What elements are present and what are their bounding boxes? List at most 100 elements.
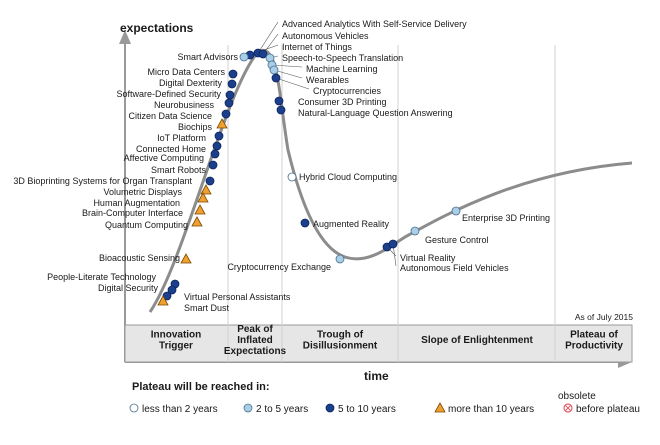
legend-marker-gt10 — [434, 402, 446, 413]
marker-augmented-reality — [300, 218, 310, 228]
label-neurobusiness: Neurobusiness — [154, 100, 215, 110]
label-iot-platform: IoT Platform — [157, 133, 206, 143]
marker-bioacoustic-sensing — [180, 253, 192, 264]
legend-label-2to5: 2 to 5 years — [256, 404, 308, 415]
marker-neurobusiness — [224, 98, 234, 108]
marker-connected-home — [212, 141, 222, 151]
legend-label-obs: obsolete — [558, 391, 596, 402]
label-citizen-data-science: Citizen Data Science — [128, 111, 212, 121]
label-virtual-reality: Virtual Reality — [400, 253, 456, 263]
legend-title: Plateau will be reached in: — [132, 381, 270, 393]
label-people-literate-technology: People-Literate Technology — [47, 272, 156, 282]
label-digital-dexterity: Digital Dexterity — [159, 78, 223, 88]
phase-band — [124, 324, 633, 363]
phase-label: Peak of — [237, 324, 273, 335]
marker-iot-platform — [214, 131, 224, 141]
leader-line-machine-learning — [271, 64, 303, 68]
label-3d-bioprinting-systems-for-organ-transplant: 3D Bioprinting Systems for Organ Transpl… — [13, 176, 192, 186]
label-smart-advisors: Smart Advisors — [177, 52, 238, 62]
marker-autonomous-field-vehicles — [388, 239, 398, 249]
label-consumer-3d-printing: Consumer 3D Printing — [298, 97, 387, 107]
label-virtual-personal-assistants: Virtual Personal Assistants — [184, 292, 291, 302]
y-axis-arrow — [119, 30, 131, 44]
label-human-augmentation: Human Augmentation — [93, 198, 180, 208]
marker-affective-computing — [210, 149, 220, 159]
as-of-date: As of July 2015 — [575, 312, 633, 322]
legend-marker-5to10 — [325, 403, 335, 413]
hype-curve — [148, 48, 633, 313]
label-smart-robots: Smart Robots — [151, 165, 207, 175]
label-bioacoustic-sensing: Bioacoustic Sensing — [99, 253, 180, 263]
x-axis-title: time — [364, 369, 389, 383]
phase-label: Slope of Enlightenment — [421, 335, 533, 346]
label-wearables: Wearables — [306, 75, 349, 85]
label-speech-to-speech-translation: Speech-to-Speech Translation — [282, 53, 403, 63]
phase-label: Expectations — [224, 346, 287, 357]
marker-brain-computer-interface — [194, 204, 206, 215]
marker-consumer-3d-printing — [274, 96, 284, 106]
legend-label-lt2: less than 2 years — [142, 404, 218, 415]
label-micro-data-centers: Micro Data Centers — [147, 67, 225, 77]
y-axis-title: expectations — [120, 21, 194, 35]
legend-marker-2to5 — [243, 403, 253, 413]
label-autonomous-field-vehicles: Autonomous Field Vehicles — [400, 263, 509, 273]
legend-label-obs-line2: before plateau — [576, 404, 640, 415]
leader-line-wearables — [273, 69, 303, 79]
legend-label-5to10: 5 to 10 years — [338, 404, 396, 415]
label-internet-of-things: Internet of Things — [282, 42, 352, 52]
leader-line-cryptocurrencies — [275, 77, 310, 90]
phase-label: Innovation — [151, 330, 202, 341]
label-biochips: Biochips — [178, 122, 213, 132]
phase-label: Inflated — [237, 335, 273, 346]
marker-smart-dust — [157, 295, 169, 306]
label-natural-language-question-answering: Natural-Language Question Answering — [298, 108, 453, 118]
marker-volumetric-displays — [200, 184, 212, 195]
marker-digital-dexterity — [227, 79, 237, 89]
phase-label: Trigger — [159, 341, 193, 352]
marker-citizen-data-science — [221, 109, 231, 119]
label-hybrid-cloud-computing: Hybrid Cloud Computing — [299, 172, 397, 182]
label-advanced-analytics-with-self-service-delivery: Advanced Analytics With Self-Service Del… — [282, 19, 467, 29]
leader-line-advanced-analytics-with-self-service-delivery — [257, 21, 279, 54]
label-cryptocurrencies: Cryptocurrencies — [313, 86, 382, 96]
marker-human-augmentation — [197, 192, 209, 203]
marker-cryptocurrency-exchange — [335, 254, 345, 264]
marker-gesture-control — [410, 226, 420, 236]
phase-label: Disillusionment — [303, 341, 378, 352]
marker-software-defined-security — [225, 90, 235, 100]
label-digital-security: Digital Security — [98, 283, 159, 293]
label-software-defined-security: Software-Defined Security — [116, 89, 221, 99]
label-augmented-reality: Augmented Reality — [313, 219, 390, 229]
phase-label: Trough of — [317, 330, 364, 341]
marker-wearables — [269, 65, 279, 75]
legend-label-gt10: more than 10 years — [448, 404, 534, 415]
marker-smart-robots — [208, 160, 218, 170]
label-autonomous-vehicles: Autonomous Vehicles — [282, 31, 369, 41]
label-volumetric-displays: Volumetric Displays — [103, 187, 182, 197]
label-smart-dust: Smart Dust — [184, 303, 230, 313]
label-enterprise-3d-printing: Enterprise 3D Printing — [462, 213, 550, 223]
phase-label: Plateau of — [570, 330, 618, 341]
label-machine-learning: Machine Learning — [306, 64, 378, 74]
label-brain-computer-interface: Brain-Computer Interface — [82, 208, 183, 218]
label-cryptocurrency-exchange: Cryptocurrency Exchange — [227, 262, 331, 272]
phase-label: Productivity — [565, 341, 623, 352]
marker-digital-security — [167, 285, 177, 295]
marker-cryptocurrencies — [271, 73, 281, 83]
legend-marker-obs — [563, 403, 573, 413]
marker-natural-language-question-answering — [276, 105, 286, 115]
marker-enterprise-3d-printing — [451, 206, 461, 216]
marker-biochips — [216, 118, 228, 129]
marker-3d-bioprinting-systems-for-organ-transplant — [205, 176, 215, 186]
label-affective-computing: Affective Computing — [124, 153, 204, 163]
label-gesture-control: Gesture Control — [425, 235, 489, 245]
label-quantum-computing: Quantum Computing — [105, 220, 188, 230]
legend-marker-lt2 — [129, 403, 139, 413]
marker-quantum-computing — [191, 216, 203, 227]
marker-autonomous-vehicles — [258, 49, 268, 59]
marker-micro-data-centers — [228, 69, 238, 79]
marker-smart-advisors — [239, 52, 249, 62]
marker-hybrid-cloud-computing — [287, 172, 297, 182]
